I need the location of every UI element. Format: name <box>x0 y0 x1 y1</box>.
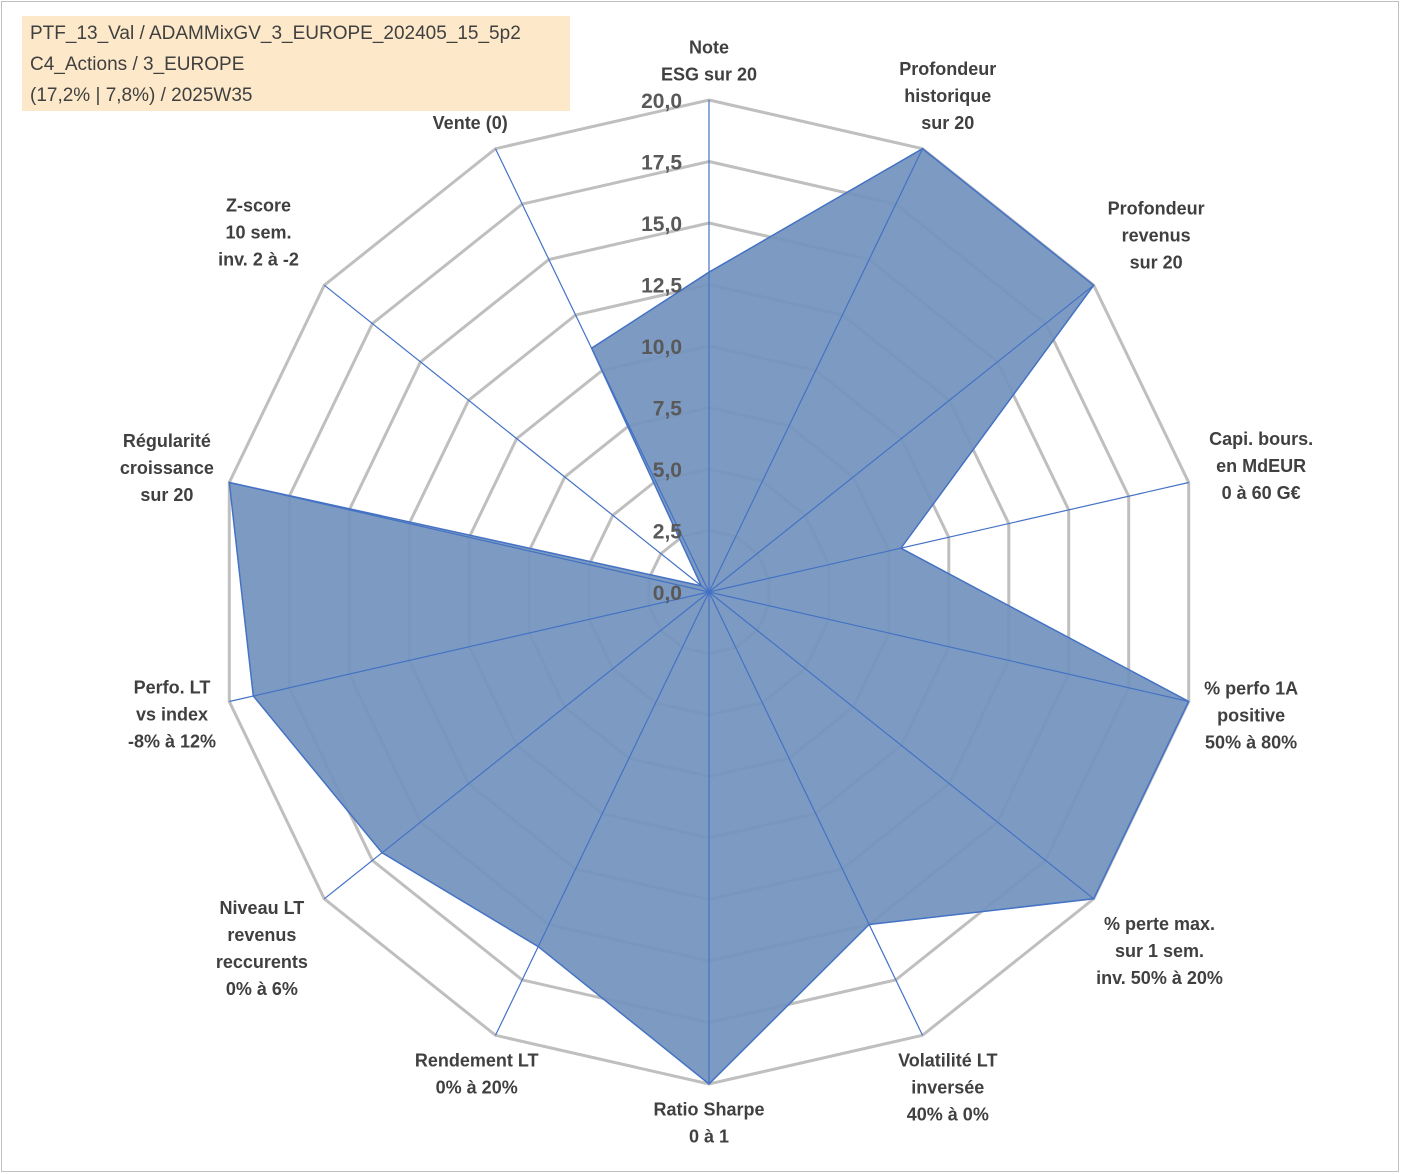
category-label: Note ESG sur 20 <box>661 37 757 84</box>
tick-label: 20,0 <box>641 90 682 113</box>
portfolio-name: PTF_13_Val / ADAMMixGV_3_EUROPE_202405_1… <box>30 23 521 44</box>
category-label-line: 50% à 80% <box>1205 733 1297 753</box>
category-label-line: Volatilité LT <box>898 1051 997 1071</box>
tick-label: 0,0 <box>653 582 682 605</box>
category-label-line: sur 1 sem. <box>1115 941 1204 961</box>
category-label-line: 0% à 6% <box>226 979 298 999</box>
axis-spoke <box>229 481 710 593</box>
category-label-line: 0% à 20% <box>436 1078 518 1098</box>
category-label-line: Rendement LT <box>415 1051 539 1071</box>
category-label-line: positive <box>1217 706 1285 726</box>
category-label: Profondeur historique sur 20 <box>899 59 996 133</box>
category-label-line: inv. 2 à -2 <box>218 250 299 270</box>
axis-spoke <box>494 148 710 593</box>
tick-label: 5,0 <box>653 459 682 482</box>
category-label-line: revenus <box>1122 225 1191 245</box>
axis-spoke <box>229 591 710 703</box>
category-label: Perfo. LT vs index -8% à 12% <box>128 678 216 752</box>
performance-summary: (17,2% | 7,8%) / 2025W35 <box>30 85 253 106</box>
category-label-line: croissance <box>120 458 214 478</box>
category-label-line: ESG sur 20 <box>661 64 757 84</box>
asset-class: C4_Actions / 3_EUROPE <box>30 54 245 75</box>
category-label: Capi. bours. en MdEUR 0 à 60 G€ <box>1209 429 1313 503</box>
category-label-line: vs index <box>136 705 208 725</box>
axis-spoke <box>323 284 710 593</box>
category-label-line: Ratio Sharpe <box>653 1099 764 1119</box>
category-label-line: 0 à 60 G€ <box>1222 483 1301 503</box>
category-label-line: Niveau LT <box>220 898 305 918</box>
axis-spoke <box>708 148 924 593</box>
category-label-line: Régularité <box>123 431 211 451</box>
category-label-line: historique <box>904 86 991 106</box>
tick-label: 2,5 <box>653 521 683 544</box>
portfolio-info-box: PTF_13_Val / ADAMMixGV_3_EUROPE_202405_1… <box>22 16 570 111</box>
axis-spoke <box>708 591 1189 703</box>
tick-label: 12,5 <box>641 275 682 298</box>
category-label-line: -8% à 12% <box>128 732 216 752</box>
spoke-layer <box>229 100 1189 1084</box>
category-label-line: 10 sem. <box>225 223 291 243</box>
category-label: Niveau LT revenus reccurents 0% à 6% <box>216 898 308 999</box>
category-label-line: sur 20 <box>140 485 193 505</box>
tick-label: 10,0 <box>641 336 682 359</box>
category-label: Rendement LT 0% à 20% <box>415 1051 539 1098</box>
category-label-line: revenus <box>227 925 296 945</box>
category-label-line: Perfo. LT <box>134 678 211 698</box>
category-label: Régularité croissance sur 20 <box>120 431 214 505</box>
category-label: Z-score 10 sem. inv. 2 à -2 <box>218 196 299 270</box>
category-label-line: 0 à 1 <box>689 1126 729 1146</box>
axis-spoke <box>708 481 1189 593</box>
category-label: % perte max. sur 1 sem. inv. 50% à 20% <box>1096 914 1223 988</box>
category-label: Volatilité LT inversée 40% à 0% <box>898 1051 997 1125</box>
category-label-line: % perte max. <box>1104 914 1215 934</box>
category-label-line: % perfo 1A <box>1204 679 1298 699</box>
category-label-line: Note <box>689 37 729 57</box>
axis-spoke <box>708 591 924 1036</box>
category-label-line: Z-score <box>226 196 291 216</box>
category-label-line: Capi. bours. <box>1209 429 1313 449</box>
category-label-line: Profondeur <box>1108 198 1205 218</box>
category-labels: Note ESG sur 20 Profondeur historique sur 20… <box>120 37 1313 1146</box>
tick-label: 7,5 <box>653 398 683 421</box>
category-label-line: inv. 50% à 20% <box>1096 968 1223 988</box>
category-label-line: sur 20 <box>1130 252 1183 272</box>
category-label-line: sur 20 <box>921 113 974 133</box>
category-label-line: Vente (0) <box>433 113 508 133</box>
tick-labels: 0,0 2,5 5,0 7,5 10,0 12,5 15,0 17,5 20,0 <box>641 90 682 605</box>
tick-label: 15,0 <box>641 213 682 236</box>
category-label-line: inversée <box>911 1078 984 1098</box>
category-label-line: reccurents <box>216 952 308 972</box>
axis-spoke <box>708 284 1095 593</box>
category-label: % perfo 1A positive 50% à 80% <box>1204 679 1298 753</box>
tick-label: 17,5 <box>641 152 682 175</box>
axis-spoke <box>323 591 710 900</box>
category-label: Ratio Sharpe 0 à 1 <box>653 1099 764 1146</box>
category-label: Profondeur revenus sur 20 <box>1108 198 1205 272</box>
category-label-line: en MdEUR <box>1216 456 1306 476</box>
category-label-line: Profondeur <box>899 59 996 79</box>
axis-spoke <box>494 591 710 1036</box>
category-label-line: 40% à 0% <box>907 1105 989 1125</box>
axis-spoke <box>708 591 1095 900</box>
